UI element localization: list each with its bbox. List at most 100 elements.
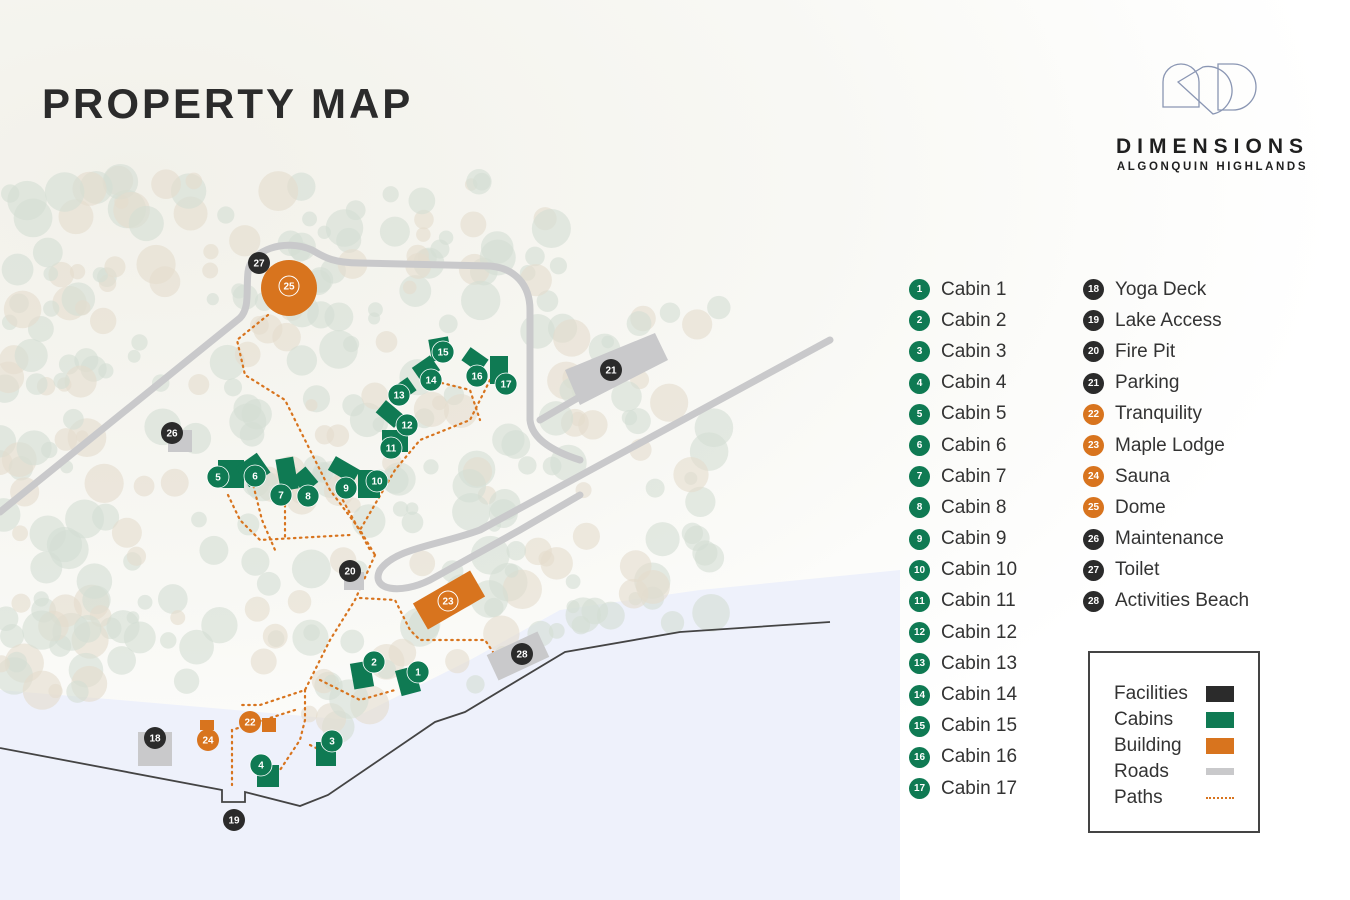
map-marker-cabin-5[interactable]: 5	[206, 465, 230, 489]
tree	[237, 513, 260, 536]
shoreline	[0, 621, 831, 807]
map-marker-cabin-2[interactable]: 2	[362, 650, 386, 674]
key-label: Facilities	[1114, 683, 1188, 704]
marker-number: 9	[343, 484, 349, 495]
legend-item: 15 Cabin 15	[909, 711, 1017, 742]
number-badge: 26	[1083, 528, 1104, 550]
legend-item: 13 Cabin 13	[909, 648, 1017, 679]
tree	[483, 615, 520, 652]
walking-paths	[226, 313, 497, 787]
tree	[660, 610, 685, 635]
map-marker-cabin-7[interactable]: 7	[269, 483, 293, 507]
tree	[157, 584, 188, 614]
tree	[445, 648, 470, 674]
number-badge: 3	[909, 341, 930, 363]
legend-column-cabins: 1 Cabin 1 2 Cabin 2 3 Cabin 3 4 Cabin 4 5 Cabin 5…	[909, 274, 1017, 804]
map-marker-cabin-3[interactable]: 3	[320, 729, 344, 753]
legend-item: 7 Cabin 7	[909, 461, 1017, 492]
marker-number: 20	[344, 567, 356, 578]
map-marker-cabin-4[interactable]: 4	[249, 753, 273, 777]
tree	[287, 589, 312, 614]
map-marker-activities-beach[interactable]: 28	[511, 643, 533, 665]
tree	[413, 391, 450, 427]
map-marker-maple-lodge[interactable]: 23	[437, 590, 459, 612]
tree	[33, 591, 49, 607]
tree	[203, 244, 219, 260]
map-marker-fire-pit[interactable]: 20	[339, 560, 361, 582]
legend-label: Lake Access	[1115, 309, 1222, 331]
tree	[104, 256, 126, 278]
tree	[137, 594, 153, 610]
map-marker-cabin-12[interactable]: 12	[395, 413, 419, 437]
marker-number: 26	[166, 429, 178, 440]
map-marker-cabin-15[interactable]: 15	[431, 340, 455, 364]
number-badge: 16	[909, 746, 930, 768]
marker-number: 23	[442, 597, 454, 608]
legend-label: Cabin 7	[941, 465, 1007, 487]
map-marker-cabin-8[interactable]: 8	[296, 484, 320, 508]
marker-number: 6	[252, 472, 258, 483]
map-marker-parking[interactable]: 21	[600, 359, 622, 381]
key-label: Paths	[1114, 787, 1163, 808]
number-badge: 25	[1083, 497, 1104, 519]
map-marker-yoga-deck[interactable]: 18	[144, 727, 166, 749]
map-marker-dome[interactable]: 25	[278, 275, 300, 297]
map-marker-cabin-1[interactable]: 1	[406, 660, 430, 684]
map-marker-cabin-14[interactable]: 14	[419, 368, 443, 392]
tree	[303, 624, 320, 641]
map-marker-cabin-17[interactable]: 17	[494, 372, 518, 396]
map-marker-cabin-13[interactable]: 13	[387, 383, 411, 407]
tree	[416, 227, 431, 242]
tree	[126, 546, 147, 566]
map-marker-cabin-9[interactable]: 9	[334, 476, 358, 500]
map-marker-toilet[interactable]: 27	[248, 252, 270, 274]
tree	[63, 408, 84, 430]
map-marker-sauna[interactable]: 24	[197, 729, 219, 751]
key-swatch-road	[1206, 768, 1234, 775]
map-marker-cabin-11[interactable]: 11	[379, 436, 403, 460]
tree	[133, 475, 155, 497]
marker-number: 16	[471, 372, 483, 383]
tree	[538, 401, 574, 436]
tree	[596, 601, 625, 630]
map-marker-lake-access[interactable]: 19	[223, 809, 245, 831]
tree	[531, 208, 571, 249]
legend-item: 28 Activities Beach	[1083, 586, 1249, 617]
map-marker-cabin-6[interactable]: 6	[243, 464, 267, 488]
legend-label: Parking	[1115, 372, 1180, 394]
legend-item: 8 Cabin 8	[909, 492, 1017, 523]
tree	[32, 237, 63, 268]
legend-label: Cabin 16	[941, 746, 1018, 768]
tree	[53, 372, 70, 389]
tree	[286, 345, 318, 376]
tree	[685, 486, 716, 517]
tree	[90, 307, 117, 335]
tree	[480, 231, 514, 264]
tree	[692, 594, 730, 632]
marker-number: 4	[258, 761, 264, 772]
road-main-loop	[0, 241, 584, 516]
legend-label: Tranquility	[1115, 403, 1202, 425]
tree	[342, 394, 365, 417]
tree	[405, 502, 419, 515]
number-badge: 22	[1083, 403, 1104, 425]
tree	[414, 209, 434, 230]
tree	[65, 499, 105, 539]
brand-logo: DIMENSIONS ALGONQUIN HIGHLANDS	[1100, 62, 1325, 173]
number-badge: 4	[909, 372, 930, 394]
map-marker-cabin-10[interactable]: 10	[365, 469, 389, 493]
tree	[382, 186, 399, 203]
legend-label: Sauna	[1115, 465, 1170, 487]
tree	[64, 365, 97, 398]
tree	[305, 399, 318, 412]
tree	[206, 293, 219, 306]
map-marker-cabin-16[interactable]: 16	[465, 364, 489, 388]
marker-number: 22	[244, 718, 256, 729]
number-badge: 12	[909, 622, 930, 644]
marker-number: 19	[228, 816, 240, 827]
map-marker-maintenance[interactable]: 26	[161, 422, 183, 444]
number-badge: 10	[909, 559, 930, 581]
marker-number: 10	[371, 477, 383, 488]
tree	[368, 302, 383, 318]
map-marker-tranquility[interactable]: 22	[239, 711, 261, 733]
